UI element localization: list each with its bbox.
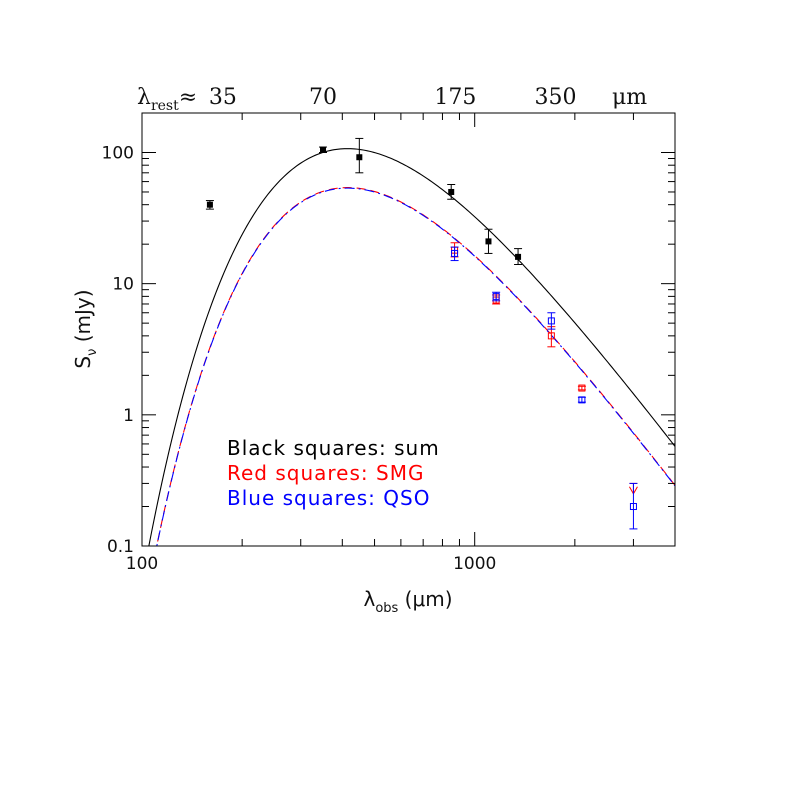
plot-frame (141, 112, 676, 547)
point-smg-3 (577, 384, 586, 392)
model-curves (148, 148, 675, 546)
legend-entry: Blue squares: QSO (227, 486, 430, 510)
top-axis-labels: 35 70 175 350 (209, 85, 577, 110)
point-qso-2 (547, 312, 556, 330)
x-axis-subscript: obs (375, 601, 398, 616)
top-axis-label: 175 (434, 85, 476, 110)
top-axis-label: 35 (209, 85, 237, 110)
point-qso-0 (450, 246, 459, 262)
y-tick-label: 0.1 (107, 537, 134, 557)
point-sum-1 (319, 146, 328, 153)
marker (547, 332, 555, 340)
y-axis-symbol: S (71, 356, 95, 369)
legend-entry: Red squares: SMG (227, 461, 424, 485)
top-axis-symbol: λ (137, 85, 151, 110)
top-axis-unit: μm (612, 85, 647, 110)
legend-entry: Black squares: sum (227, 436, 440, 460)
x-axis-symbol: λ (364, 587, 376, 611)
curve-smg-model (156, 187, 675, 546)
y-axis-subscript: ν (85, 349, 100, 356)
x-axis-label: λobs (μm) (364, 587, 453, 616)
y-tick-label: 100 (102, 143, 134, 163)
x-tick-label: 100 (126, 554, 158, 574)
top-axis-approx: ≈ (179, 85, 197, 110)
axis-ticks (141, 112, 676, 547)
marker (492, 292, 500, 300)
point-sum-3 (447, 184, 456, 200)
x-tick-label: 1000 (453, 554, 496, 574)
marker (578, 384, 586, 392)
top-axis-label: 70 (309, 85, 337, 110)
marker (578, 396, 586, 404)
point-sum-5 (514, 248, 523, 265)
point-qso-4 (629, 482, 638, 530)
top-axis-subscript: rest (151, 98, 179, 114)
marker (448, 188, 455, 195)
marker (547, 317, 555, 325)
point-qso-3 (577, 396, 586, 404)
marker (515, 253, 522, 260)
point-smg-2 (547, 326, 556, 348)
y-axis-label: Sν (mJy) (71, 289, 100, 368)
point-sum-2 (355, 137, 364, 174)
marker (451, 249, 459, 257)
y-tick-label: 10 (112, 275, 134, 295)
tick-labels: 100 1000 0.1 1 10 100 (102, 143, 497, 574)
marker (485, 238, 492, 245)
top-axis-label: 350 (535, 85, 577, 110)
x-axis-unit: (μm) (398, 587, 452, 611)
y-tick-label: 1 (123, 406, 134, 426)
marker (206, 201, 213, 208)
point-qso-1 (492, 291, 501, 302)
point-sum-0 (205, 200, 214, 210)
curve-qso-model (156, 187, 675, 546)
marker (629, 503, 637, 511)
top-axis-prefix: λrest≈ (137, 85, 197, 114)
marker (320, 146, 327, 153)
point-sum-4 (484, 228, 493, 254)
marker (356, 154, 363, 161)
curve-sum-model (148, 148, 675, 546)
data-points (205, 137, 638, 530)
y-axis-unit: (mJy) (71, 289, 95, 348)
